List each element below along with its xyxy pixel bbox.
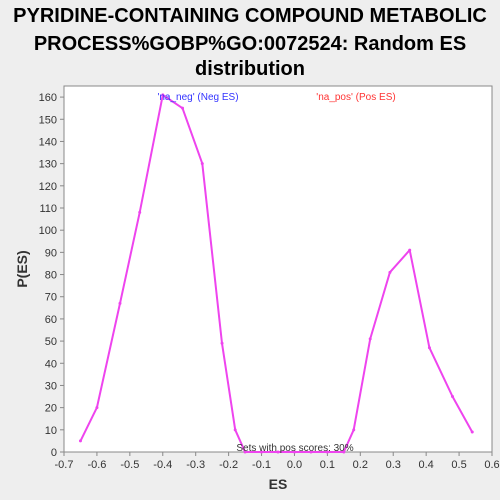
series-layer	[78, 93, 474, 454]
y-tick-label: 0	[51, 447, 57, 459]
data-point	[368, 337, 372, 341]
data-point	[470, 430, 474, 434]
data-point	[427, 346, 431, 350]
pos-score-footer: Sets with pos scores: 30%	[236, 443, 353, 454]
data-point	[243, 450, 247, 454]
x-tick-label: 0.3	[386, 459, 401, 471]
y-tick-label: 90	[45, 247, 57, 259]
x-tick-label: -0.3	[186, 459, 205, 471]
y-tick-label: 10	[45, 425, 57, 437]
data-point	[138, 210, 142, 214]
y-tick-label: 130	[39, 159, 57, 171]
y-tick-label: 120	[39, 181, 57, 193]
data-point	[292, 450, 296, 454]
x-tick-label: 0.1	[320, 459, 335, 471]
x-tick-label: 0.2	[353, 459, 368, 471]
y-tick-label: 70	[45, 292, 57, 304]
data-point	[342, 450, 346, 454]
chart-title-line-3: distribution	[195, 58, 305, 80]
data-point	[309, 450, 313, 454]
y-axis-label: P(ES)	[14, 250, 30, 287]
data-point	[325, 450, 329, 454]
data-point	[352, 428, 356, 432]
data-point	[450, 395, 454, 399]
data-point	[260, 450, 264, 454]
x-tick-label: 0.0	[287, 459, 302, 471]
data-point	[276, 450, 280, 454]
x-tick-label: 0.4	[419, 459, 434, 471]
x-tick-label: -0.2	[219, 459, 238, 471]
x-tick-label: -0.4	[153, 459, 172, 471]
data-point	[233, 428, 237, 432]
neg-es-annotation: 'na_neg' (Neg ES)	[157, 92, 238, 103]
data-point	[408, 248, 412, 252]
x-axis: -0.7 -0.6 -0.5 -0.4 -0.3 -0.2 -0.1 0.0 0.1 0.2 0.3…	[55, 452, 500, 471]
chart-title-line-2: PROCESS%GOBP%GO:0072524: Random ES	[34, 33, 466, 55]
x-axis-label: ES	[269, 476, 288, 492]
y-tick-label: 160	[39, 92, 57, 104]
pos-es-annotation: 'na_pos' (Pos ES)	[316, 92, 395, 103]
y-tick-label: 30	[45, 380, 57, 392]
x-tick-label: -0.7	[55, 459, 74, 471]
x-tick-label: 0.6	[484, 459, 499, 471]
y-tick-label: 110	[39, 203, 57, 215]
y-tick-label: 80	[45, 270, 57, 282]
data-point	[78, 439, 82, 443]
data-point	[220, 341, 224, 345]
data-point	[200, 162, 204, 166]
y-axis: 0 10 20 30 40 50 60 70 80 90 100 110 120 130 140 150 160	[39, 92, 64, 459]
y-tick-label: 100	[39, 225, 57, 237]
data-point	[95, 406, 99, 410]
y-tick-label: 140	[39, 136, 57, 148]
data-point	[181, 106, 185, 110]
x-tick-label: -0.6	[87, 459, 106, 471]
y-tick-label: 150	[39, 114, 57, 126]
y-tick-label: 60	[45, 314, 57, 326]
data-point	[118, 301, 122, 305]
data-point	[388, 270, 392, 274]
y-tick-label: 20	[45, 403, 57, 415]
x-tick-label: 0.5	[451, 459, 466, 471]
plot-area	[63, 85, 493, 453]
x-tick-label: -0.5	[120, 459, 139, 471]
data-point	[161, 93, 165, 97]
y-tick-label: 50	[45, 336, 57, 348]
chart-title-line-1: PYRIDINE-CONTAINING COMPOUND METABOLIC	[13, 5, 487, 27]
y-tick-label: 40	[45, 358, 57, 370]
x-tick-label: -0.1	[252, 459, 271, 471]
